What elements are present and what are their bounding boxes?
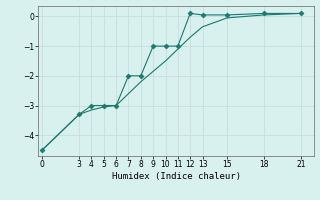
X-axis label: Humidex (Indice chaleur): Humidex (Indice chaleur) — [111, 172, 241, 181]
